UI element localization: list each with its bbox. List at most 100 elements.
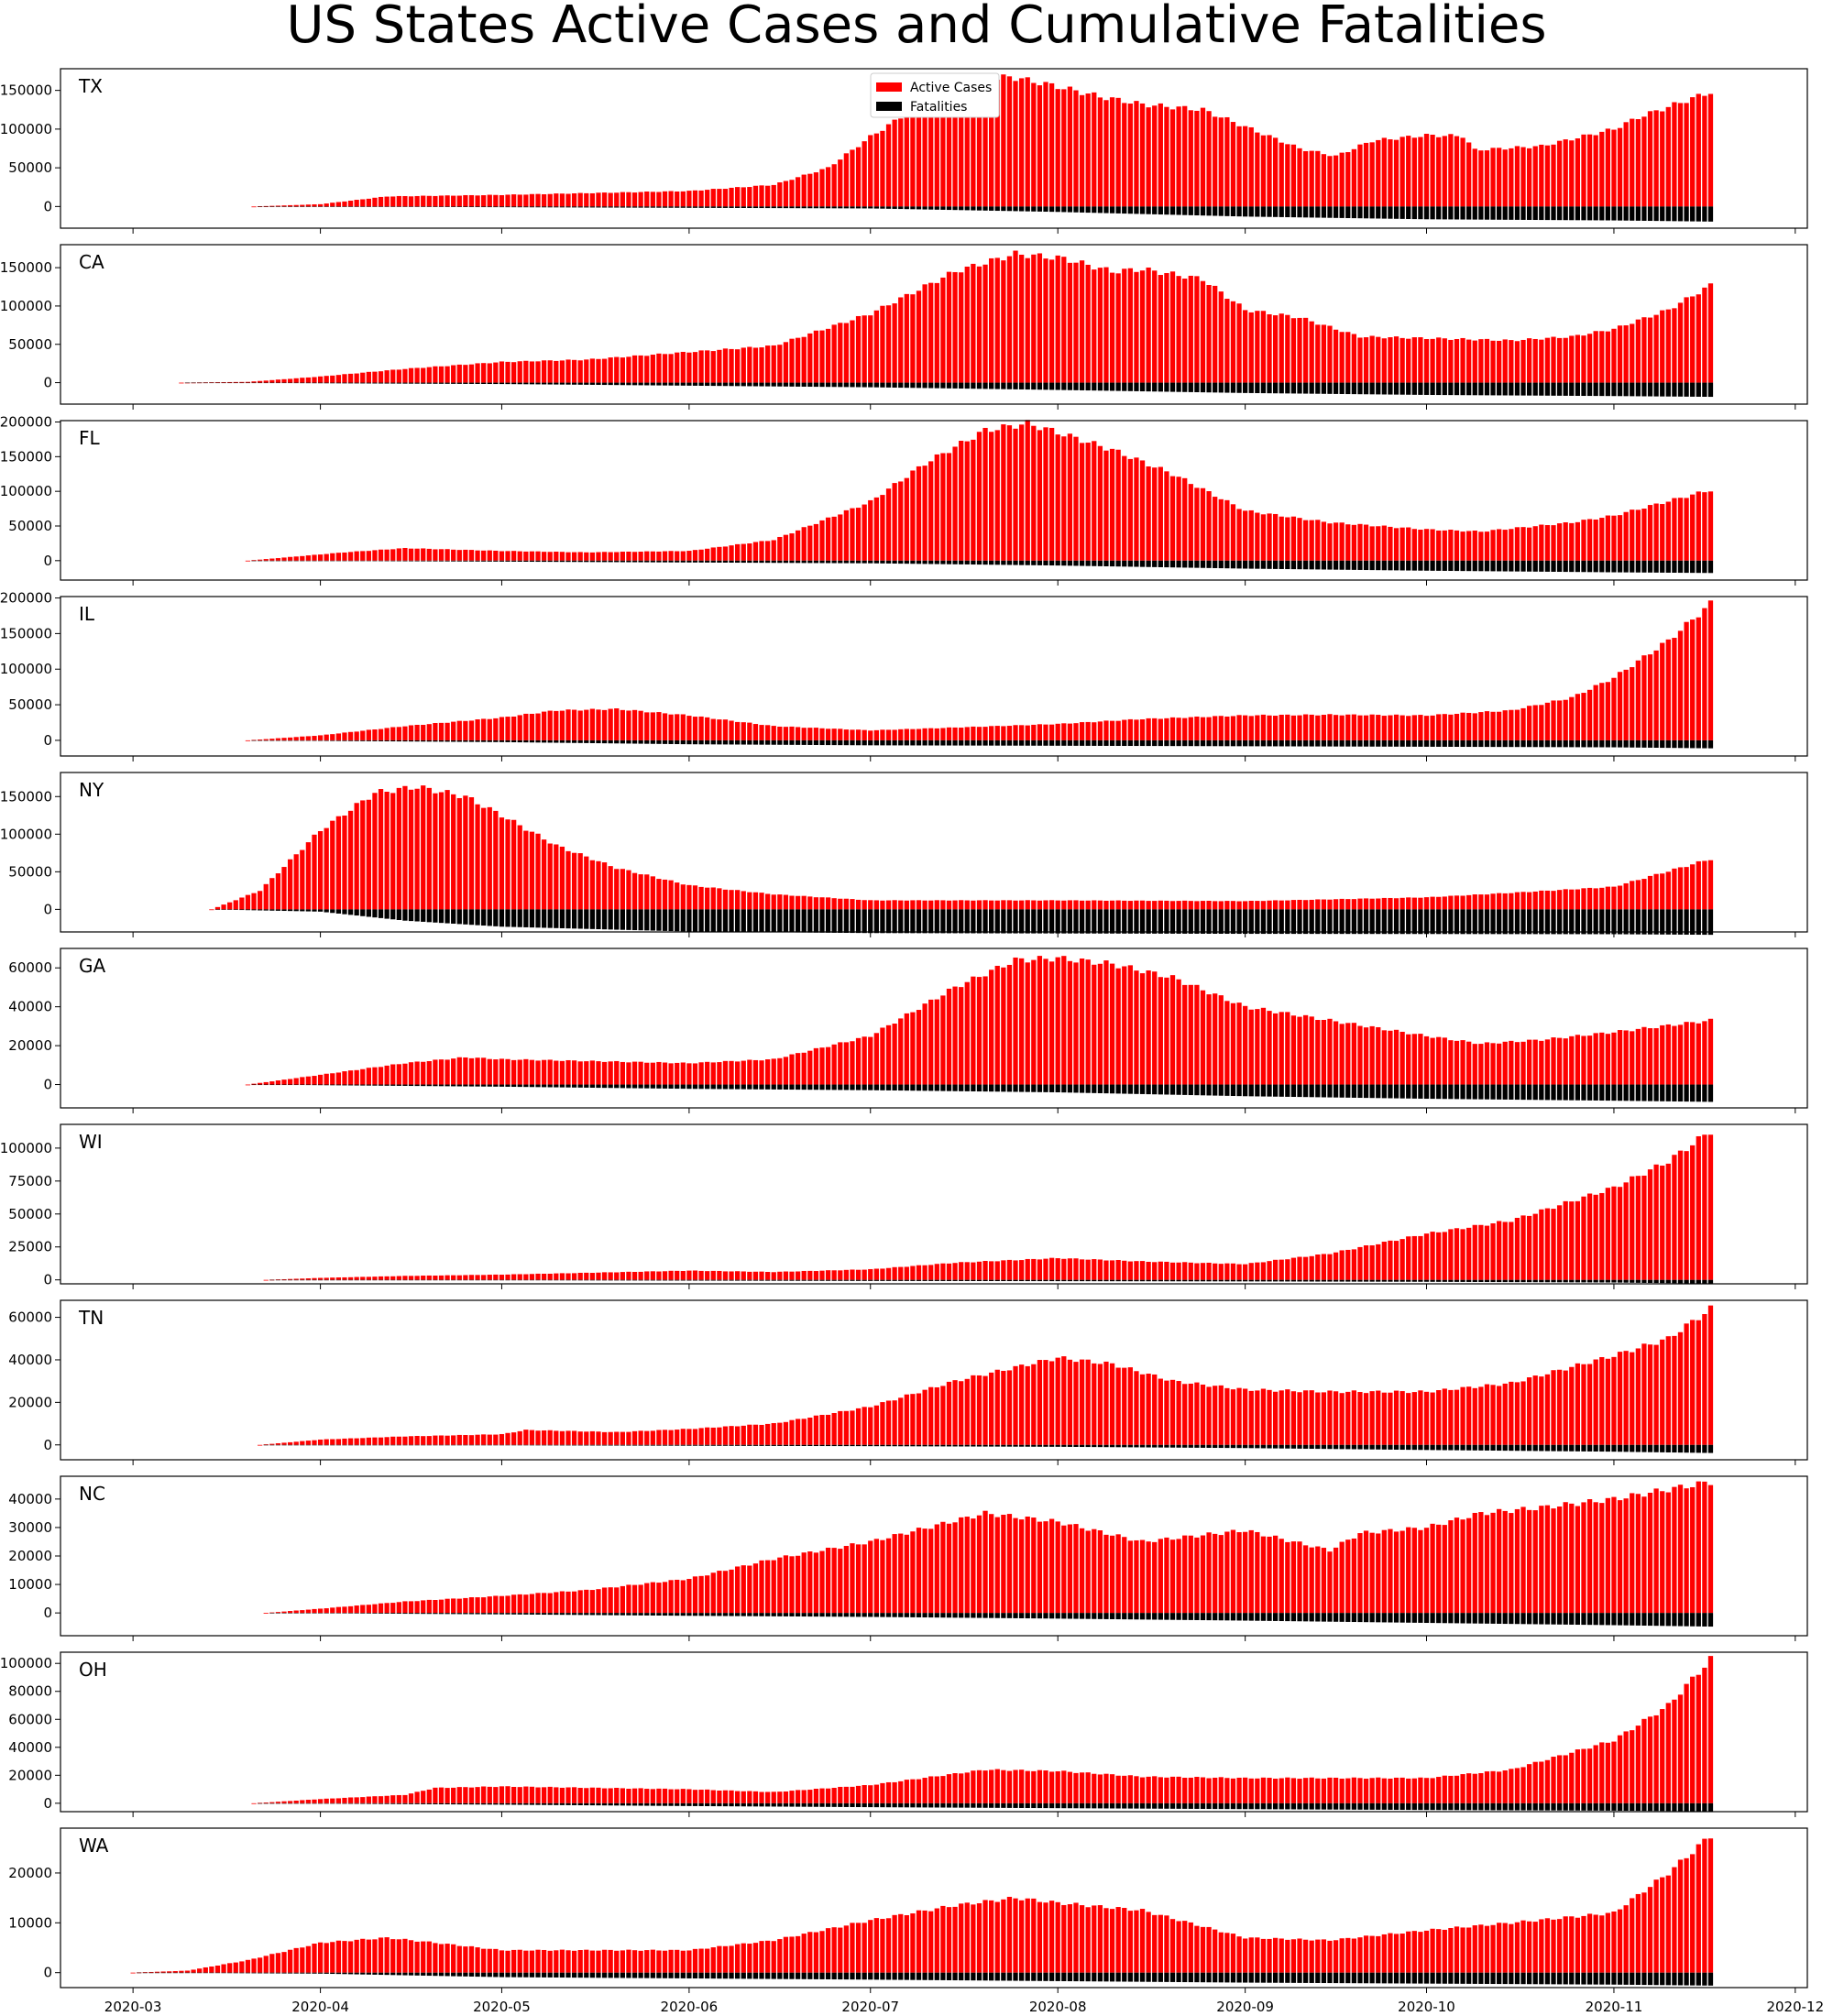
active-bar: [1315, 324, 1321, 383]
fatality-bar: [571, 1613, 577, 1616]
active-bar: [717, 1270, 722, 1280]
active-bar: [1454, 136, 1460, 207]
fatality-bar: [631, 1613, 638, 1616]
fatality-bar: [1067, 740, 1073, 746]
active-bar: [680, 1789, 686, 1803]
active-bar: [1448, 339, 1454, 383]
fatality-bar: [880, 206, 885, 209]
fatality-bar: [892, 1444, 897, 1447]
fatality-bar: [1430, 1613, 1435, 1624]
fatality-bar: [1690, 909, 1696, 935]
fatality-bar: [880, 1802, 885, 1808]
active-bar: [1617, 1030, 1623, 1085]
fatality-bar: [807, 909, 813, 933]
active-bar: [408, 196, 414, 207]
fatality-bar: [1339, 1279, 1345, 1282]
fatality-bar: [862, 1279, 867, 1281]
fatality-bar: [1466, 1613, 1472, 1624]
active-bar: [631, 1271, 638, 1280]
active-bar: [251, 560, 257, 562]
active-bar: [342, 1438, 347, 1445]
fatality-bar: [360, 1802, 366, 1804]
fatality-bar: [795, 560, 801, 564]
fatality-bar: [1411, 909, 1417, 935]
fatality-bar: [1484, 1084, 1490, 1100]
active-bar: [1025, 1517, 1030, 1614]
fatality-bar: [360, 1084, 366, 1086]
fatality-bar: [1411, 1802, 1417, 1811]
active-bar: [517, 1059, 522, 1085]
fatality-bar: [1079, 206, 1085, 213]
fatality-bar: [1327, 1084, 1333, 1098]
fatality-bar: [1406, 382, 1411, 395]
bars-ga: [245, 956, 1714, 1102]
fatality-bar: [324, 206, 329, 207]
active-bar: [1013, 1260, 1018, 1280]
active-bar: [1660, 1491, 1665, 1614]
active-bar: [451, 1435, 456, 1445]
active-bar: [928, 1776, 934, 1803]
active-bar: [1043, 959, 1048, 1085]
active-bar: [1478, 894, 1484, 910]
fatality-bar: [1526, 909, 1532, 935]
active-bar: [1376, 336, 1381, 383]
fatality-bar: [620, 909, 625, 930]
active-bar: [1073, 262, 1079, 383]
fatality-bar: [1484, 206, 1490, 220]
fatality-bar: [1182, 382, 1188, 392]
fatality-bar: [1115, 1444, 1121, 1448]
fatality-bar: [445, 1613, 450, 1615]
active-bar: [493, 1595, 499, 1614]
active-bar: [1388, 337, 1393, 383]
active-bar: [928, 1386, 934, 1445]
fatality-bar: [1073, 206, 1079, 213]
active-bar: [517, 1787, 522, 1803]
fatality-bar: [1623, 206, 1629, 221]
fatality-bar: [1593, 740, 1598, 748]
active-bar: [601, 709, 608, 740]
active-bar: [1472, 1044, 1477, 1085]
active-bar: [1134, 719, 1139, 740]
fatality-bar: [463, 560, 468, 562]
active-bar: [305, 377, 312, 383]
active-bar: [1279, 516, 1284, 561]
fatality-bar: [438, 909, 445, 924]
active-bar: [747, 187, 752, 207]
active-bar: [656, 1271, 662, 1280]
active-bar: [1381, 716, 1387, 740]
fatality-bar: [1158, 1613, 1163, 1620]
active-bar: [408, 367, 414, 383]
active-bar: [1176, 1381, 1181, 1445]
fatality-bar: [493, 1084, 499, 1087]
fatality-bar: [1152, 740, 1158, 747]
fatality-bar: [922, 740, 927, 746]
fatality-bar: [680, 206, 686, 208]
fatality-bar: [994, 1613, 1000, 1618]
active-bar: [1454, 530, 1460, 561]
fatality-bar: [940, 1084, 946, 1091]
fatality-bar: [1061, 1444, 1067, 1447]
fatality-bar: [1218, 1084, 1224, 1096]
fatality-bar: [1497, 1084, 1502, 1100]
active-bar: [523, 551, 529, 561]
active-bar: [813, 1552, 819, 1614]
active-bar: [1388, 1392, 1393, 1445]
fatality-bar: [801, 382, 807, 387]
fatality-bar: [1460, 1802, 1465, 1811]
fatality-bar: [1037, 909, 1043, 934]
fatality-bar: [1363, 1084, 1369, 1099]
fatality-bar: [928, 1444, 934, 1447]
active-bar: [843, 1269, 850, 1280]
fatality-bar: [765, 1613, 771, 1616]
active-bar: [868, 315, 873, 383]
fatality-bar: [1569, 909, 1575, 935]
active-bar: [698, 549, 704, 561]
active-bar: [360, 1797, 366, 1803]
fatality-bar: [885, 1084, 892, 1090]
fatality-bar: [705, 560, 710, 563]
fatality-bar: [1472, 382, 1477, 396]
active-bar: [1109, 272, 1115, 383]
fatality-bar: [209, 382, 214, 384]
active-bar: [571, 1430, 577, 1445]
